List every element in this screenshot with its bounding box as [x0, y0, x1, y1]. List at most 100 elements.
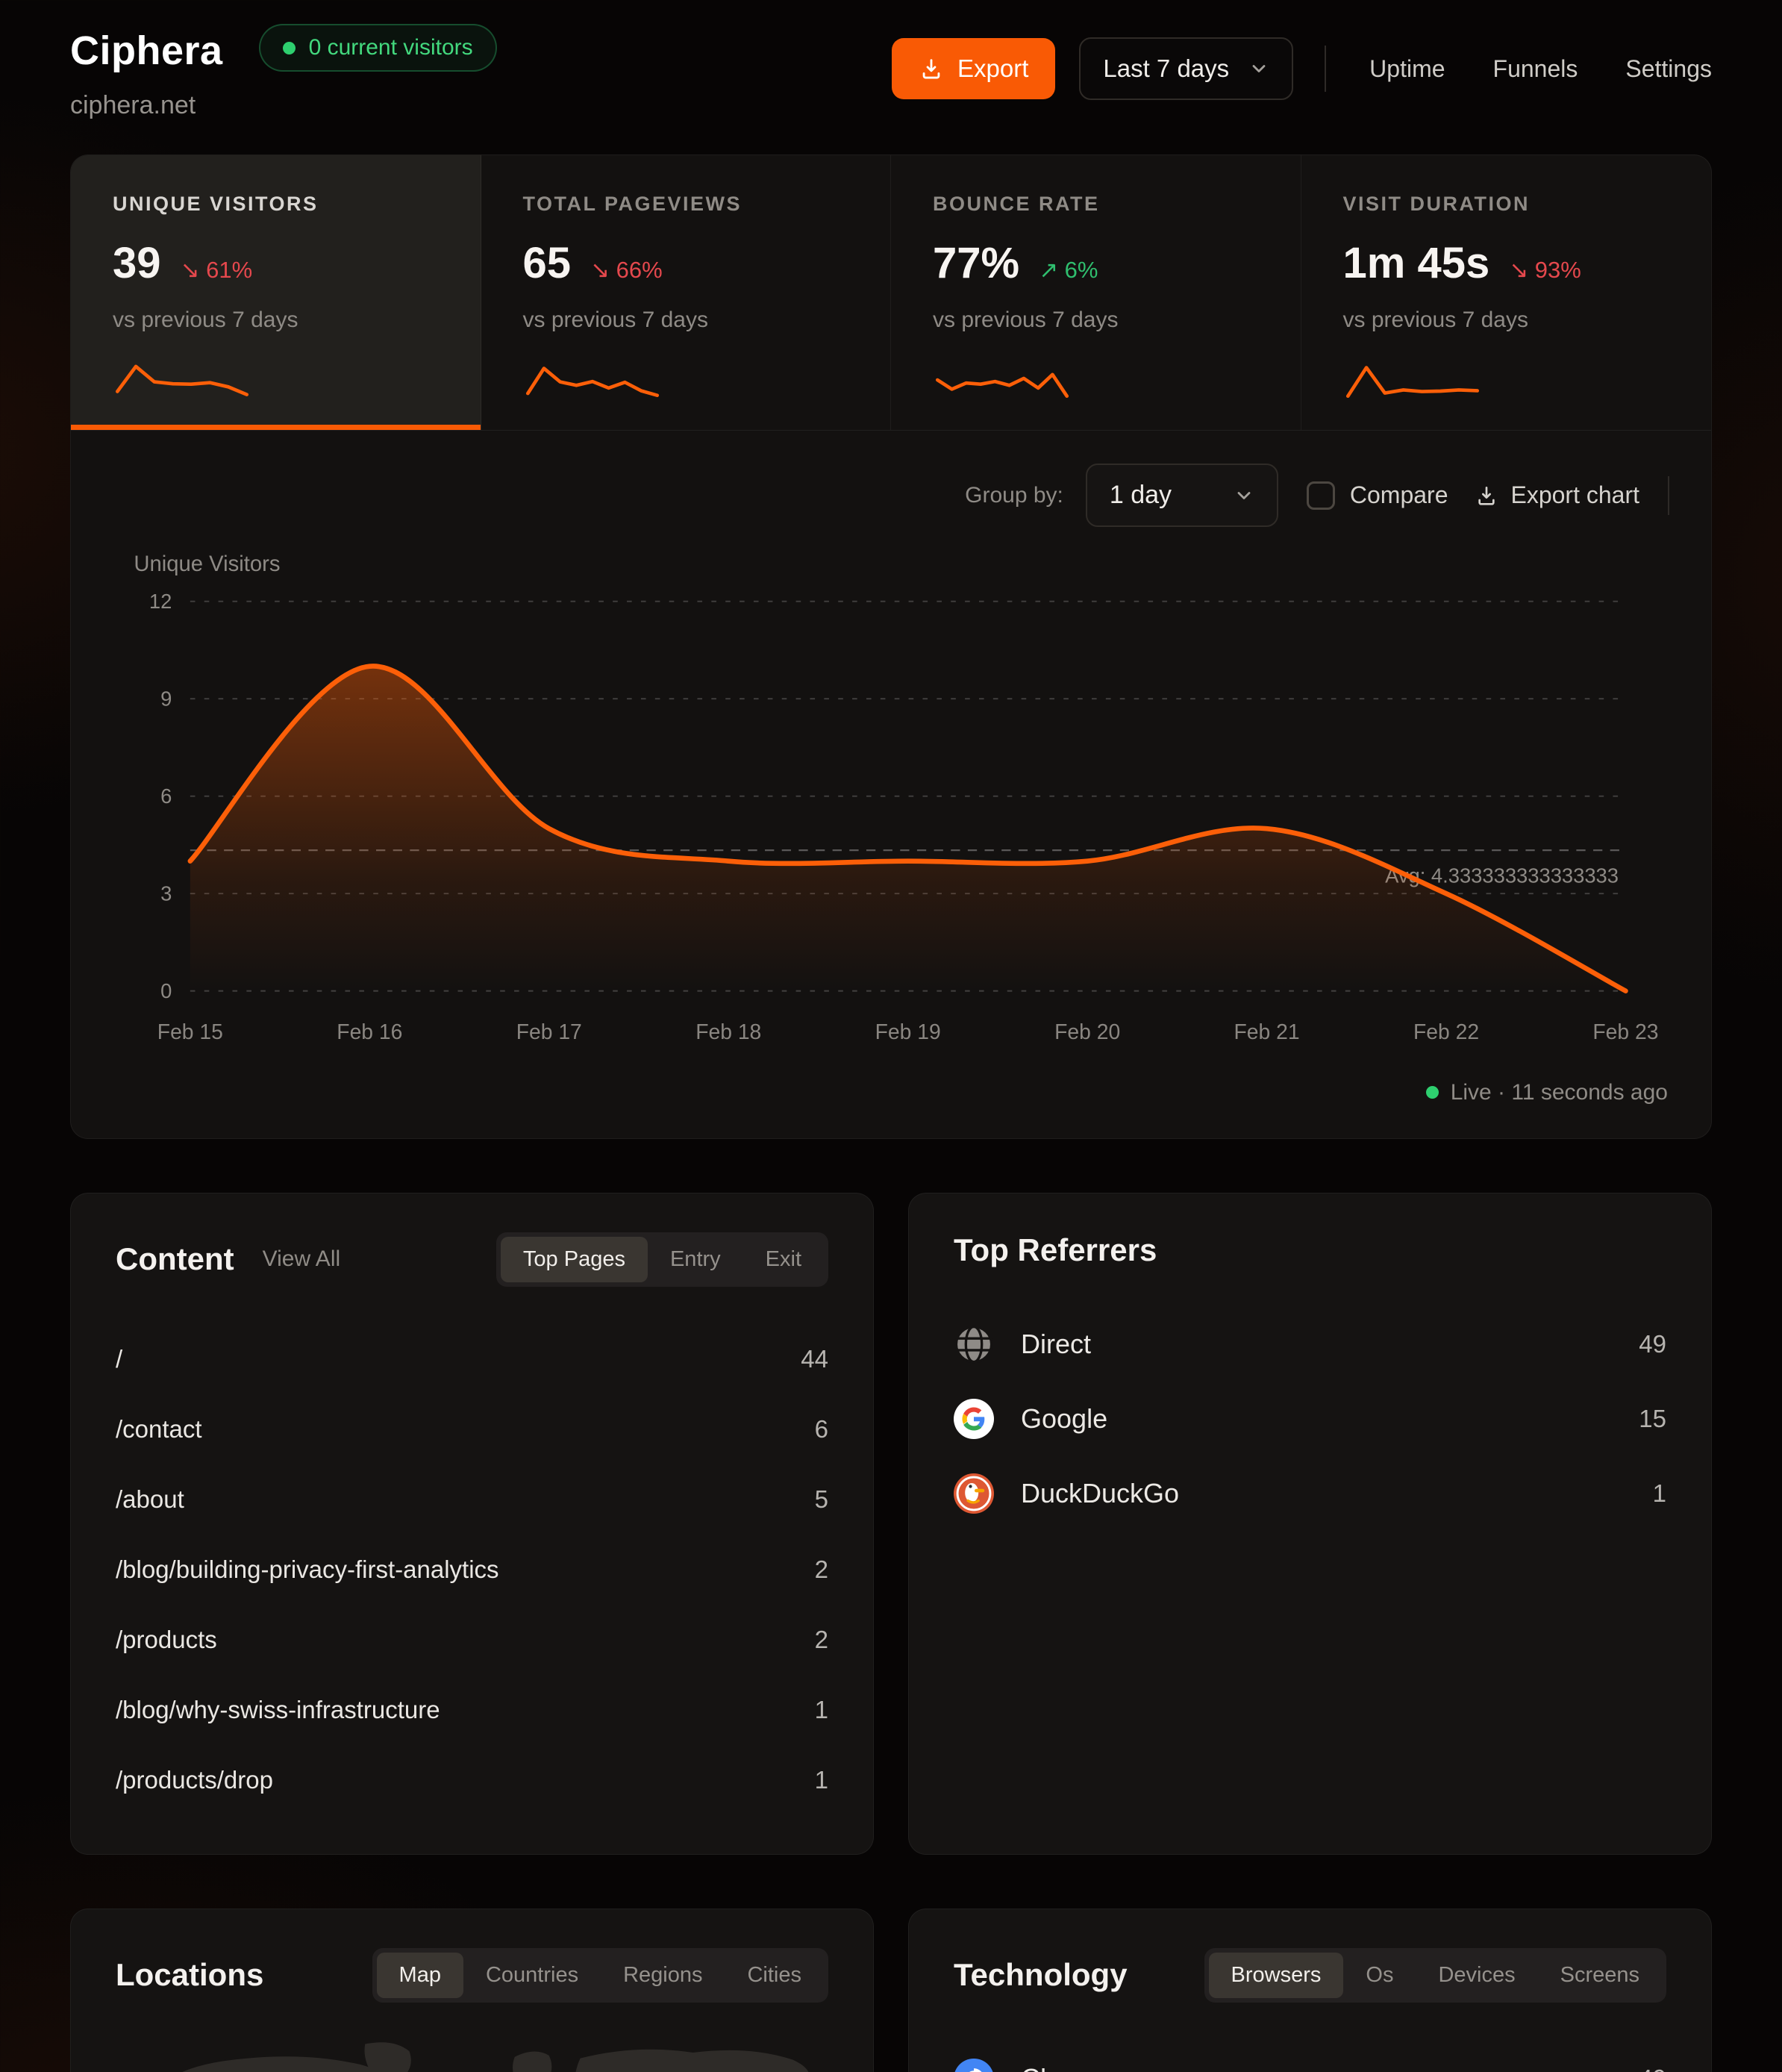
content-tabs: Top Pages Entry Exit — [495, 1232, 828, 1287]
current-visitors-label: 0 current visitors — [308, 35, 473, 60]
kpi-card-unique-visitors[interactable]: UNIQUE VISITORS 39 ↘ 61% vs previous 7 d… — [71, 155, 481, 430]
panel-title: Content — [116, 1241, 234, 1277]
table-row[interactable]: /contact 6 — [116, 1394, 828, 1464]
chart-controls: Group by: 1 day Compare Export chart — [113, 464, 1669, 527]
panel-title: Technology — [954, 1957, 1128, 1993]
export-chart-label: Export chart — [1510, 481, 1639, 508]
controls-divider — [1668, 475, 1669, 515]
nav-item-funnels[interactable]: Funnels — [1492, 54, 1578, 82]
page-path: / — [116, 1344, 123, 1373]
kpi-card-bounce-rate[interactable]: BOUNCE RATE 77% ↗ 6% vs previous 7 days — [891, 155, 1301, 430]
live-status-text: Live · 11 seconds ago — [1450, 1079, 1668, 1105]
map-canada — [182, 2056, 378, 2072]
table-row[interactable]: /blog/building-privacy-first-analytics 2 — [116, 1535, 828, 1605]
group-by-value: 1 day — [1109, 481, 1172, 509]
sparkline-chart — [525, 366, 659, 397]
nav-item-uptime[interactable]: Uptime — [1369, 54, 1445, 82]
svg-text:Feb 18: Feb 18 — [695, 1020, 761, 1043]
view-all-link[interactable]: View All — [262, 1246, 341, 1272]
sparkline-chart — [935, 372, 1069, 399]
world-map[interactable] — [116, 2037, 828, 2072]
kpi-card-visit-duration[interactable]: VISIT DURATION 1m 45s ↘ 93% vs previous … — [1301, 155, 1712, 430]
browser-name: Chrome — [1021, 2063, 1116, 2072]
page-count: 5 — [814, 1485, 828, 1513]
site-name: Ciphera — [70, 28, 223, 73]
page-path: /blog/why-swiss-infrastructure — [116, 1695, 440, 1723]
svg-text:Feb 19: Feb 19 — [875, 1020, 941, 1043]
table-row[interactable]: /products/drop 1 — [116, 1745, 828, 1815]
tab-map[interactable]: Map — [376, 1952, 463, 1998]
export-button[interactable]: Export — [892, 38, 1056, 99]
kpi-label: UNIQUE VISITORS — [113, 193, 319, 215]
svg-text:Feb 16: Feb 16 — [337, 1020, 402, 1043]
list-item[interactable]: Chrome 49 — [954, 2041, 1666, 2072]
tab-exit[interactable]: Exit — [765, 1246, 801, 1271]
svg-text:Feb 21: Feb 21 — [1234, 1020, 1300, 1043]
tab-top-pages[interactable]: Top Pages — [500, 1236, 648, 1282]
download-icon — [1478, 486, 1495, 505]
table-row[interactable]: / 44 — [116, 1324, 828, 1394]
tab-os[interactable]: Os — [1366, 1962, 1394, 1987]
referrer-name: DuckDuckGo — [1021, 1477, 1180, 1508]
locations-tabs: Map Countries Regions Cities — [372, 1947, 828, 2003]
header-actions: Export Last 7 days Uptime Funnels Settin… — [892, 37, 1712, 100]
download-icon — [922, 59, 940, 79]
list-item[interactable]: Direct 49 — [954, 1307, 1666, 1382]
map-scandinavia — [513, 2051, 552, 2072]
tab-countries[interactable]: Countries — [485, 1962, 579, 1987]
chevron-down-icon — [1252, 65, 1266, 72]
list-item[interactable]: Google 15 — [954, 1382, 1666, 1456]
date-range-select[interactable]: Last 7 days — [1079, 37, 1294, 100]
content-panel: Content View All Top Pages Entry Exit / 4… — [70, 1192, 874, 1855]
chevron-down-icon — [1237, 491, 1251, 499]
tab-entry[interactable]: Entry — [669, 1246, 721, 1271]
panels-row-1: Content View All Top Pages Entry Exit / 4… — [70, 1192, 1712, 1855]
referrer-count: 15 — [1639, 1404, 1666, 1432]
tab-cities[interactable]: Cities — [747, 1962, 801, 1987]
tab-devices[interactable]: Devices — [1438, 1962, 1516, 1987]
compare-toggle[interactable]: Compare — [1306, 481, 1448, 510]
live-status: Live · 11 seconds ago — [71, 1077, 1711, 1138]
date-range-value: Last 7 days — [1103, 54, 1230, 82]
referrer-count: 1 — [1652, 1479, 1666, 1507]
page-path: /about — [116, 1485, 184, 1513]
export-chart-button[interactable]: Export chart — [1475, 481, 1639, 509]
kpi-value: 65 — [522, 239, 572, 287]
svg-text:Feb 20: Feb 20 — [1054, 1020, 1120, 1043]
technology-tabs: Browsers Os Devices Screens — [1204, 1947, 1666, 2003]
chart-section: Group by: 1 day Compare Export chart Uni… — [71, 431, 1711, 1077]
site-domain: ciphera.net — [70, 91, 196, 119]
kpi-delta: ↘ 61% — [180, 257, 253, 283]
table-row[interactable]: /blog/why-swiss-infrastructure 1 — [116, 1675, 828, 1745]
table-row[interactable]: /products 2 — [116, 1605, 828, 1675]
kpi-value: 39 — [113, 239, 161, 287]
table-row[interactable]: /about 5 — [116, 1464, 828, 1535]
svg-text:Feb 17: Feb 17 — [516, 1020, 582, 1043]
tab-screens[interactable]: Screens — [1560, 1962, 1639, 1987]
current-visitors-badge[interactable]: 0 current visitors — [258, 24, 497, 72]
page-count: 6 — [814, 1414, 828, 1443]
page-path: /products/drop — [116, 1765, 273, 1794]
top-referrers-panel: Top Referrers Direct 49 Google 15 — [908, 1192, 1712, 1855]
kpi-compare-text: vs previous 7 days — [522, 308, 708, 332]
page-count: 2 — [814, 1625, 828, 1653]
page-path: /contact — [116, 1414, 202, 1443]
top-pages-list: / 44 /contact 6 /about 5 /blog/building-pri… — [116, 1324, 828, 1815]
header-divider — [1325, 46, 1327, 92]
list-item[interactable]: DuckDuckGo 1 — [954, 1456, 1666, 1531]
kpi-compare-text: vs previous 7 days — [1342, 308, 1528, 332]
compare-checkbox[interactable] — [1306, 481, 1335, 510]
site-identity: Ciphera 0 current visitors ciphera.net — [70, 24, 497, 120]
svg-text:6: 6 — [160, 784, 172, 808]
svg-text:Feb 23: Feb 23 — [1592, 1020, 1658, 1043]
page-path: /products — [116, 1625, 217, 1653]
referrer-name: Google — [1021, 1402, 1108, 1434]
chrome-icon — [954, 2058, 994, 2072]
tab-regions[interactable]: Regions — [623, 1962, 703, 1987]
kpi-card-total-pageviews[interactable]: TOTAL PAGEVIEWS 65 ↘ 66% vs previous 7 d… — [481, 155, 891, 430]
group-by-select[interactable]: 1 day — [1085, 464, 1278, 527]
nav-item-settings[interactable]: Settings — [1625, 54, 1712, 82]
tab-browsers[interactable]: Browsers — [1208, 1952, 1344, 1998]
sparkline-chart — [115, 364, 249, 396]
